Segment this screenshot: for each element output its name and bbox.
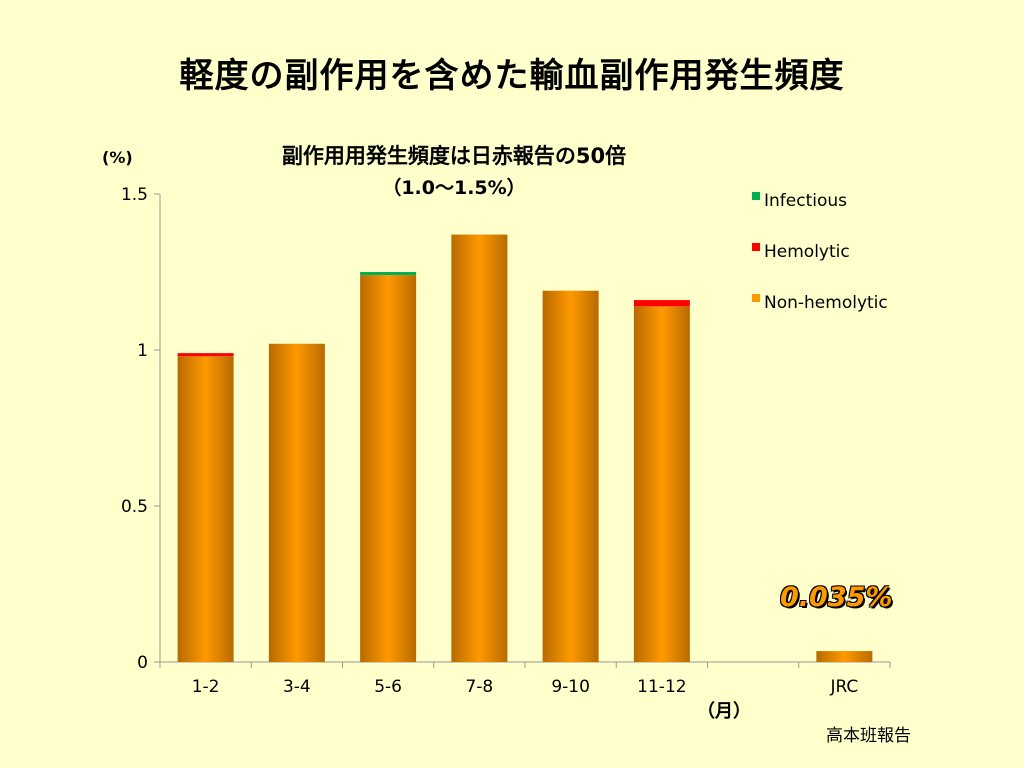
x-tick-label: 5-6 xyxy=(374,677,402,697)
x-tick-label: 7-8 xyxy=(465,677,493,697)
source-note: 高本班報告 xyxy=(826,726,911,746)
bar-non-hemolytic-JRC xyxy=(816,651,873,662)
bar-non-hemolytic-9-10 xyxy=(542,290,599,662)
bar-non-hemolytic-11-12 xyxy=(633,306,690,662)
bar-non-hemolytic-7-8 xyxy=(451,234,508,662)
bar-hemolytic-1-2 xyxy=(177,353,234,357)
bar-non-hemolytic-5-6 xyxy=(360,275,417,662)
x-tick-label: 3-4 xyxy=(283,677,311,697)
jrc-value-callout: 0.035% xyxy=(780,582,893,613)
legend-swatch-hemolytic xyxy=(752,243,760,251)
x-tick-label: 1-2 xyxy=(192,677,220,697)
x-tick-label: 9-10 xyxy=(551,677,590,697)
y-tick-label: 0.5 xyxy=(121,497,148,517)
legend-swatch-infectious xyxy=(752,192,760,200)
legend-label-infectious: Infectious xyxy=(764,191,847,211)
legend-label-non-hemolytic: Non-hemolytic xyxy=(764,293,888,313)
y-tick-label: 0 xyxy=(137,653,148,673)
chart-title: 副作用用発生頻度は日赤報告の50倍 xyxy=(281,144,627,168)
y-axis-unit: (%) xyxy=(102,148,133,167)
y-tick-label: 1 xyxy=(137,341,148,361)
x-axis-unit: （月） xyxy=(697,701,751,722)
bar-hemolytic-11-12 xyxy=(633,300,690,307)
bar-infectious-5-6 xyxy=(360,272,417,276)
bar-non-hemolytic-1-2 xyxy=(177,356,234,662)
bar-non-hemolytic-3-4 xyxy=(268,343,325,662)
legend-swatch-non-hemolytic xyxy=(752,294,760,302)
y-tick-label: 1.5 xyxy=(121,185,148,205)
x-tick-label: 11-12 xyxy=(637,677,686,697)
chart-subtitle: （1.0～1.5%） xyxy=(382,177,526,199)
x-tick-label: JRC xyxy=(829,677,858,697)
slide-title: 軽度の副作用を含めた輸血副作用発生頻度 xyxy=(179,56,845,96)
legend-label-hemolytic: Hemolytic xyxy=(764,242,850,262)
